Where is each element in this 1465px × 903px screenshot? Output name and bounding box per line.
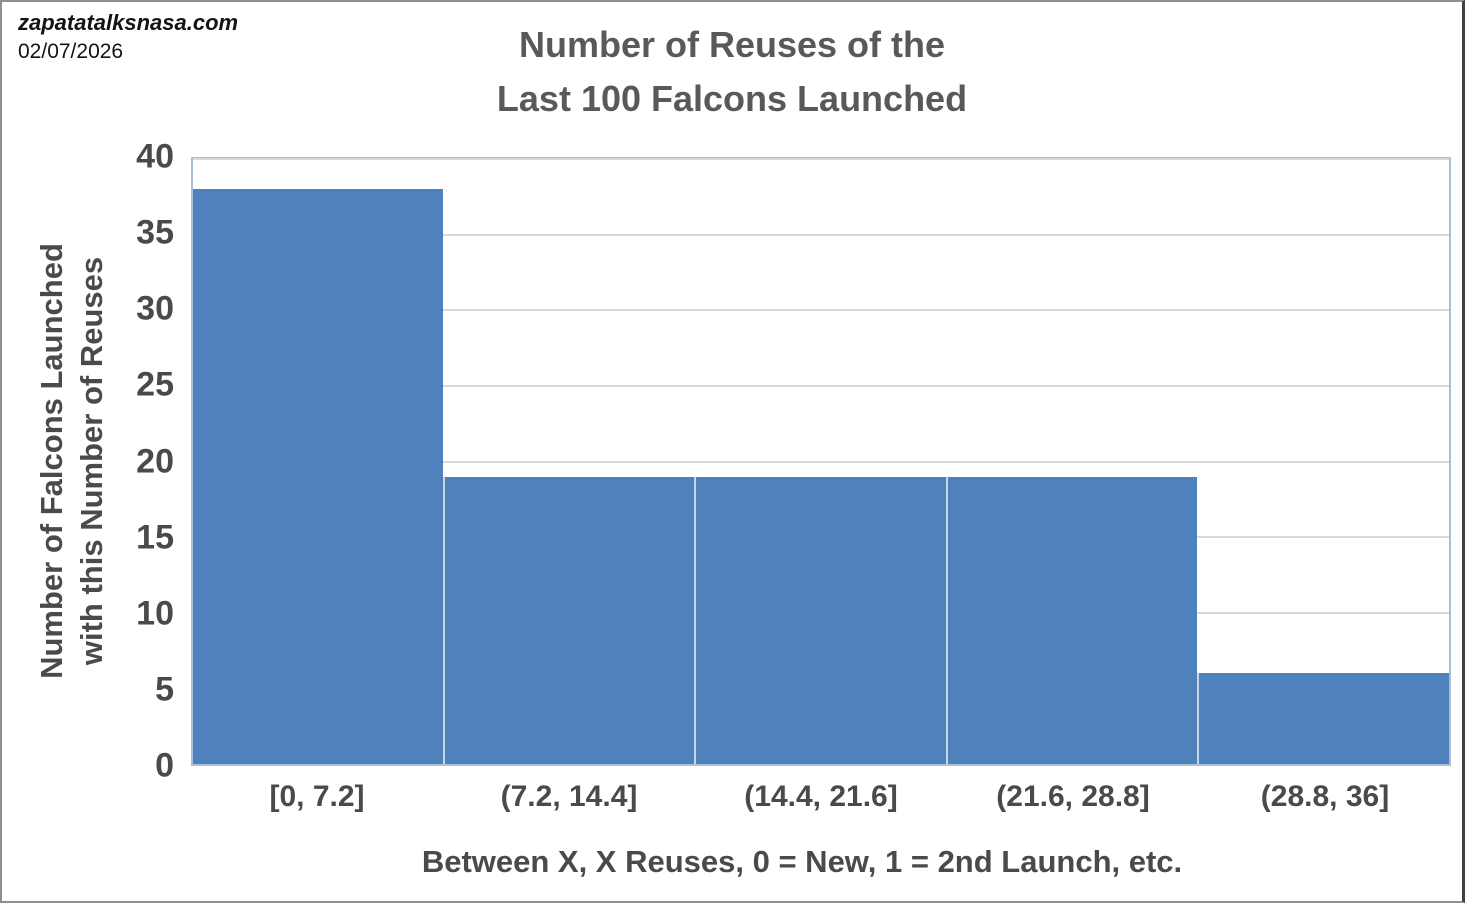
chart-title: Number of Reuses of the Last 100 Falcons… <box>2 18 1462 126</box>
gridline <box>193 460 1449 463</box>
gridline <box>193 158 1449 160</box>
watermark-site: zapatatalksnasa.com <box>18 10 239 35</box>
gridline <box>193 233 1449 236</box>
chart-title-line2: Last 100 Falcons Launched <box>496 78 968 119</box>
bar-4 <box>1197 673 1449 764</box>
watermark-date: 02/07/2026 <box>18 40 124 63</box>
y-tick-label: 15 <box>136 518 174 557</box>
x-tick-label: (21.6, 28.8] <box>996 780 1150 813</box>
bars <box>193 159 1449 764</box>
y-tick-labels: 0 5 10 15 20 25 30 35 40 <box>2 138 174 785</box>
y-tick-label: 0 <box>155 746 174 785</box>
x-tick-label: (28.8, 36] <box>1260 780 1390 813</box>
chart-title-line1: Number of Reuses of the <box>518 24 946 65</box>
y-tick-label: 5 <box>155 670 174 709</box>
x-axis-title: Between X, X Reuses, 0 = New, 1 = 2nd La… <box>421 844 1183 879</box>
x-tick-labels: [0, 7.2] (7.2, 14.4] (14.4, 21.6] (21.6, 28… <box>191 780 1451 814</box>
bar-2 <box>694 476 946 764</box>
gridline <box>193 384 1449 387</box>
bar-3 <box>945 476 1198 764</box>
y-tick-label: 10 <box>136 594 174 633</box>
x-tick-label: (14.4, 21.6] <box>744 780 898 813</box>
x-tick-label: [0, 7.2] <box>269 780 365 813</box>
x-tick-label: (7.2, 14.4] <box>500 780 638 813</box>
y-tick-label: 35 <box>136 213 174 252</box>
bar-0 <box>193 189 443 764</box>
plot-area <box>191 157 1451 766</box>
gridline <box>193 309 1449 312</box>
watermark: zapatatalksnasa.com 02/07/2026 <box>18 10 238 64</box>
bar-1 <box>442 476 695 764</box>
y-tick-label: 40 <box>136 137 174 176</box>
y-tick-label: 20 <box>136 442 174 480</box>
y-tick-label: 25 <box>136 365 174 404</box>
y-tick-label: 30 <box>136 289 174 328</box>
